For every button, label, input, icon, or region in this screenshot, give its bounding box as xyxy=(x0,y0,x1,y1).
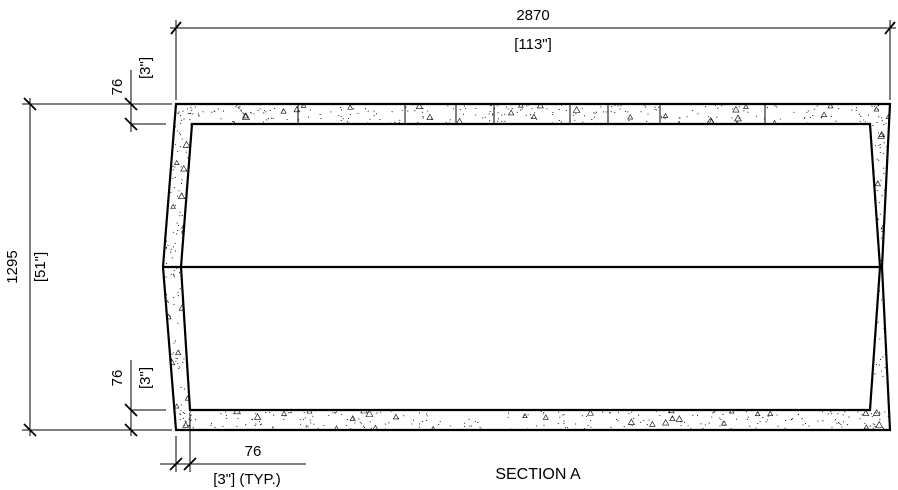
overall-width-dimension: 2870 [113"] xyxy=(170,7,896,100)
side-wall-thickness-dimension: 76 [3"] (TYP.) xyxy=(160,414,306,488)
side-wall-thickness-value: 76 xyxy=(245,443,262,460)
overall-height-value: 1295 xyxy=(4,250,21,283)
side-wall-thickness-imperial: [3"] (TYP.) xyxy=(213,471,281,488)
overall-height-dimension: 1295 [51"] xyxy=(4,97,172,437)
top-wall-thickness-dimension: 76 [3"] xyxy=(109,57,166,132)
bottom-wall-thickness-imperial: [3"] xyxy=(137,367,154,389)
top-slab-joints xyxy=(297,104,766,124)
bottom-wall-thickness-value: 76 xyxy=(109,370,126,387)
section-title: SECTION A xyxy=(495,466,581,483)
bottom-wall-thickness-dimension: 76 [3"] xyxy=(109,360,166,437)
concrete-section xyxy=(161,102,892,432)
top-wall-thickness-value: 76 xyxy=(109,79,126,96)
overall-width-imperial: [113"] xyxy=(514,36,552,53)
overall-height-imperial: [51"] xyxy=(32,252,49,282)
overall-width-value: 2870 xyxy=(516,7,549,24)
top-wall-thickness-imperial: [3"] xyxy=(137,57,154,79)
